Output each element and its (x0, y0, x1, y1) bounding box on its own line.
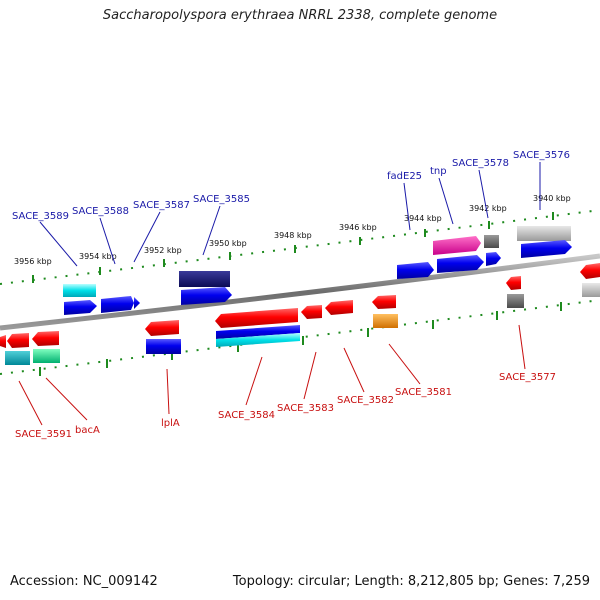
gene-sace-3584-cyan[interactable] (216, 333, 300, 347)
lower-leader-lines (18, 324, 526, 426)
upper-scale-track (0, 209, 600, 285)
scale-label: 3940 kbp (533, 194, 571, 203)
gene-tnp[interactable] (437, 255, 484, 273)
gene-sace-3591[interactable] (0, 335, 6, 348)
gene-label-fade25: fadE25 (387, 171, 422, 182)
map-title: Saccharopolyspora erythraea NRRL 2338, c… (102, 8, 498, 23)
gene-sace-3591-b[interactable] (7, 333, 29, 348)
gene-sace-3585[interactable] (181, 287, 232, 305)
gene-baca-green[interactable] (33, 349, 60, 363)
scale-label: 3942 kbp (469, 204, 507, 213)
gene-lpla[interactable] (145, 320, 179, 336)
gene-sace-3581-orange[interactable] (373, 314, 398, 328)
upper-leader-lines (39, 162, 541, 267)
gene-label-sace-3585: SACE_3585 (193, 194, 250, 205)
gene-sace-3576[interactable] (521, 240, 572, 258)
gene-label-sace-3588: SACE_3588 (72, 206, 129, 217)
gene-sace-3576-gray[interactable] (517, 226, 571, 241)
gene-label-sace-3582: SACE_3582 (337, 395, 394, 406)
gene-label-sace-3589: SACE_3589 (12, 211, 69, 222)
gene-sace-3585-navy[interactable] (179, 271, 230, 287)
gene-label-sace-3578: SACE_3578 (452, 158, 509, 169)
accession-text: Accession: NC_009142 (10, 574, 158, 589)
gene-sace-3588[interactable] (101, 296, 134, 313)
upper-major-ticks (32, 212, 554, 283)
gene-tnp-pink[interactable] (433, 236, 481, 255)
forward-strand-genes (63, 226, 572, 315)
gene-sace-3588-b[interactable] (134, 297, 140, 309)
gene-label-sace-3581: SACE_3581 (395, 387, 452, 398)
reverse-strand-genes (0, 263, 600, 365)
scale-label: 3948 kbp (274, 231, 312, 240)
gene-label-sace-3591: SACE_3591 (15, 429, 72, 440)
gene-label-tnp: tnp (430, 166, 447, 177)
gene-sace-3578[interactable] (484, 235, 499, 248)
topology-text: Topology: circular; Length: 8,212,805 bp… (232, 574, 590, 589)
gene-sace-3589-b[interactable] (64, 300, 97, 315)
gene-sace-3577-gray[interactable] (507, 294, 524, 308)
scale-label: 3954 kbp (79, 252, 117, 261)
gene-sace-3581[interactable] (372, 295, 396, 309)
scale-label: 3950 kbp (209, 239, 247, 248)
gene-sace-3591-teal[interactable] (5, 351, 30, 365)
gene-sace-3578-b[interactable] (486, 252, 501, 266)
gene-label-sace-3576: SACE_3576 (513, 150, 570, 161)
gene-label-sace-3577: SACE_3577 (499, 372, 556, 383)
gene-label-sace-3583: SACE_3583 (277, 403, 334, 414)
gene-label-baca: bacA (75, 425, 100, 436)
gene-label-lpla: lplA (161, 418, 180, 429)
gene-edge-red[interactable] (580, 263, 600, 279)
gene-baca[interactable] (32, 331, 59, 346)
genome-backbone (0, 253, 600, 331)
gene-sace-3589[interactable] (63, 284, 96, 297)
scale-label: 3952 kbp (144, 246, 182, 255)
scale-label: 3956 kbp (14, 257, 52, 266)
gene-sace-3584[interactable] (215, 308, 298, 328)
gene-lpla-blue[interactable] (146, 339, 181, 354)
gene-sace-3582[interactable] (325, 300, 353, 315)
gene-sace-3583[interactable] (301, 305, 322, 319)
gene-fade25[interactable] (397, 262, 434, 279)
gene-label-sace-3587: SACE_3587 (133, 200, 190, 211)
gene-sace-3577[interactable] (506, 276, 521, 290)
scale-label: 3946 kbp (339, 223, 377, 232)
gene-sace-3584-blue[interactable] (216, 325, 300, 339)
gene-label-sace-3584: SACE_3584 (218, 410, 275, 421)
scale-label: 3944 kbp (404, 214, 442, 223)
gene-edge-gray[interactable] (582, 283, 600, 297)
